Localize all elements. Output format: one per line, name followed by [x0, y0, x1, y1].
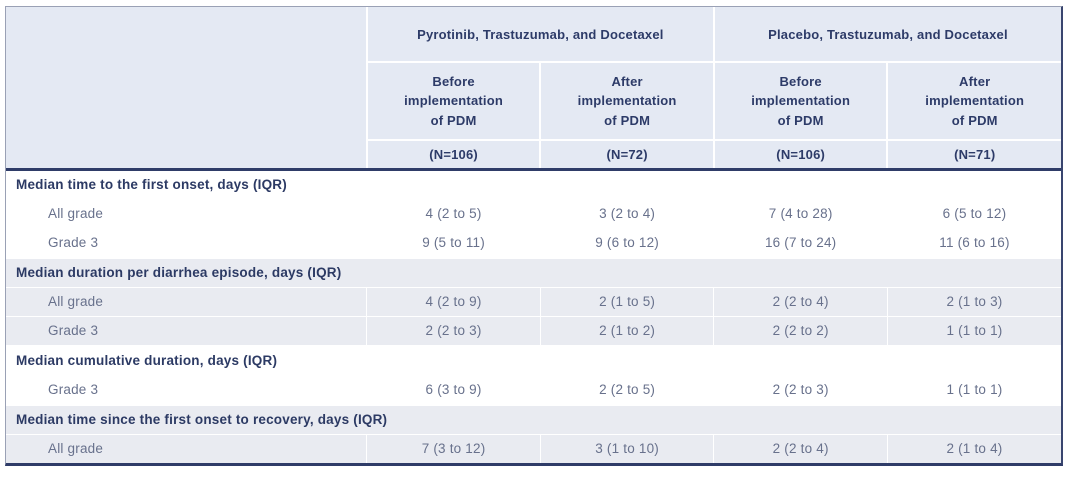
value-cell: 3 (1 to 10): [539, 433, 714, 463]
value-cell: 7 (3 to 12): [366, 433, 541, 463]
corner-cell: [6, 7, 367, 171]
value-cell: 1 (1 to 1): [886, 374, 1061, 405]
header-row-periods: Before implementation of PDM After imple…: [6, 61, 1061, 140]
value-cell: 9 (6 to 12): [539, 227, 714, 258]
col-header-pyrotinib-after: After implementation of PDM: [539, 61, 714, 140]
value-cell: 2 (2 to 3): [713, 374, 888, 405]
row-label: Grade 3: [6, 227, 367, 258]
value-cell: 2 (2 to 3): [366, 315, 541, 346]
header-row-counts: (N=106) (N=72) (N=106) (N=71): [6, 139, 1061, 171]
n-count-pyrotinib-after: (N=72): [539, 139, 714, 171]
group-header-pyrotinib: Pyrotinib, Trastuzumab, and Docetaxel: [365, 7, 714, 62]
value-cell: 2 (1 to 2): [539, 315, 714, 346]
value-cell: 6 (3 to 9): [366, 374, 541, 405]
table-row: Grade 3 9 (5 to 11) 9 (6 to 12) 16 (7 to…: [6, 227, 1061, 258]
value-cell: 2 (2 to 2): [713, 315, 888, 346]
value-cell: 2 (2 to 4): [713, 433, 888, 463]
row-label: Grade 3: [6, 315, 367, 346]
table-row: All grade 4 (2 to 5) 3 (2 to 4) 7 (4 to …: [6, 198, 1061, 228]
table-row: All grade 4 (2 to 9) 2 (1 to 5) 2 (2 to …: [6, 286, 1061, 316]
value-cell: 9 (5 to 11): [366, 227, 541, 258]
table-row: All grade 7 (3 to 12) 3 (1 to 10) 2 (2 t…: [6, 433, 1061, 463]
section-title-row: Median time to the first onset, days (IQ…: [6, 168, 1061, 199]
section-title-duration-per-episode: Median duration per diarrhea episode, da…: [6, 256, 1061, 287]
row-label: Grade 3: [6, 374, 367, 405]
col-header-placebo-after: After implementation of PDM: [886, 61, 1061, 140]
value-cell: 6 (5 to 12): [886, 198, 1061, 228]
row-label: All grade: [6, 433, 367, 463]
value-cell: 7 (4 to 28): [713, 198, 888, 228]
section-title-row: Median cumulative duration, days (IQR): [6, 344, 1061, 375]
n-count-placebo-before: (N=106): [712, 139, 888, 171]
value-cell: 16 (7 to 24): [713, 227, 888, 258]
n-count-pyrotinib-before: (N=106): [365, 139, 541, 171]
value-cell: 1 (1 to 1): [886, 315, 1061, 346]
value-cell: 3 (2 to 4): [539, 198, 714, 228]
value-cell: 2 (1 to 3): [886, 286, 1061, 316]
header-row-groups: Pyrotinib, Trastuzumab, and Docetaxel Pl…: [6, 7, 1061, 171]
data-table: Pyrotinib, Trastuzumab, and Docetaxel Pl…: [6, 7, 1061, 463]
value-cell: 2 (1 to 5): [539, 286, 714, 316]
group-header-placebo: Placebo, Trastuzumab, and Docetaxel: [712, 7, 1061, 62]
value-cell: 2 (1 to 4): [886, 433, 1061, 463]
table-row: Grade 3 6 (3 to 9) 2 (2 to 5) 2 (2 to 3)…: [6, 374, 1061, 405]
value-cell: 4 (2 to 5): [366, 198, 541, 228]
section-title-first-onset: Median time to the first onset, days (IQ…: [6, 168, 1061, 199]
value-cell: 2 (2 to 5): [539, 374, 714, 405]
section-title-cumulative-duration: Median cumulative duration, days (IQR): [6, 344, 1061, 375]
row-label: All grade: [6, 198, 367, 228]
n-count-placebo-after: (N=71): [886, 139, 1061, 171]
row-label: All grade: [6, 286, 367, 316]
section-title-row: Median time since the first onset to rec…: [6, 403, 1061, 434]
value-cell: 11 (6 to 16): [886, 227, 1061, 258]
section-title-row: Median duration per diarrhea episode, da…: [6, 256, 1061, 287]
col-header-pyrotinib-before: Before implementation of PDM: [365, 61, 541, 140]
value-cell: 2 (2 to 4): [713, 286, 888, 316]
diarrhea-outcomes-table: Pyrotinib, Trastuzumab, and Docetaxel Pl…: [5, 6, 1063, 466]
section-title-onset-to-recovery: Median time since the first onset to rec…: [6, 403, 1061, 434]
table-row: Grade 3 2 (2 to 3) 2 (1 to 2) 2 (2 to 2)…: [6, 315, 1061, 346]
col-header-placebo-before: Before implementation of PDM: [712, 61, 888, 140]
value-cell: 4 (2 to 9): [366, 286, 541, 316]
